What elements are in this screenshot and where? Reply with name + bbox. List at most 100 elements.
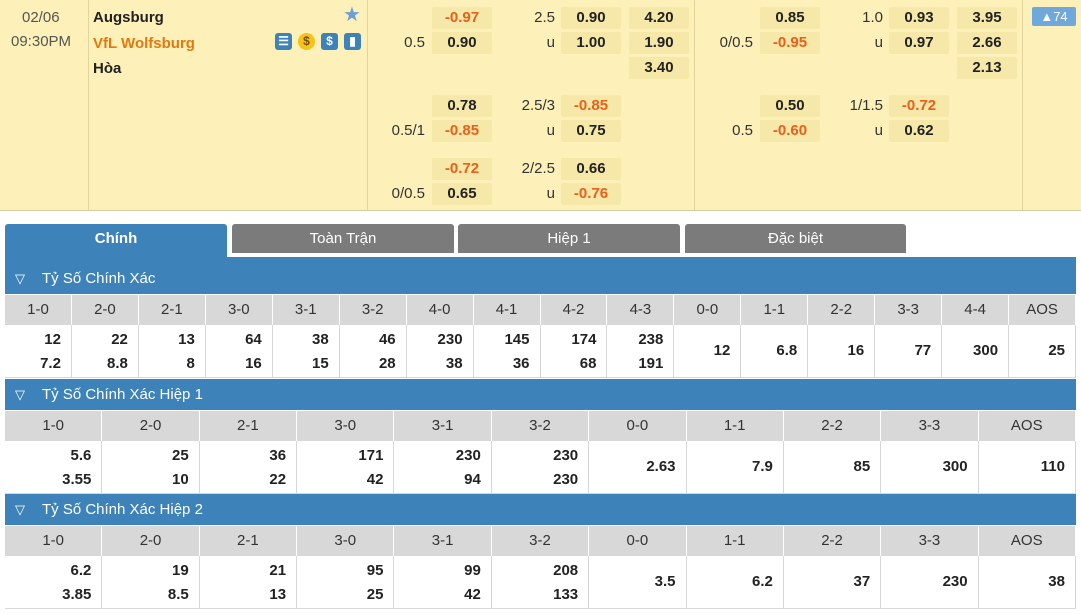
odds-value[interactable]: 230 [553, 471, 579, 488]
handicap-odds[interactable]: 0.50 [760, 95, 820, 117]
section-header[interactable]: ▽ Tỷ Số Chính Xác Hiệp 1 [5, 379, 1076, 410]
handicap-odds[interactable]: 0.78 [432, 95, 492, 117]
odds-value[interactable]: 37 [853, 573, 871, 590]
score-odds-cell[interactable]: 208 133 [492, 556, 590, 609]
odds-value[interactable]: 2.63 [646, 458, 676, 475]
score-odds-cell[interactable]: 64 16 [206, 325, 273, 378]
odds-value[interactable]: 300 [973, 342, 999, 359]
odds-value[interactable]: 19 [172, 562, 189, 579]
odds-value[interactable]: 171 [358, 447, 384, 464]
handicap-odds[interactable]: -0.60 [760, 120, 820, 142]
odds-value[interactable]: 110 [1040, 458, 1065, 475]
score-odds-cell[interactable]: 12 7.2 [5, 325, 72, 378]
handicap-odds[interactable]: 0.90 [432, 32, 492, 54]
score-odds-cell[interactable]: 230 94 [394, 441, 492, 494]
odds-value[interactable]: 25 [1048, 342, 1065, 359]
chevron-down-icon[interactable]: ▽ [15, 502, 25, 517]
handicap-odds[interactable]: 0.85 [760, 7, 820, 29]
score-odds-cell[interactable]: 300 [942, 325, 1010, 378]
tab-special[interactable]: Đặc biệt [685, 224, 906, 253]
score-odds-cell[interactable]: 85 [784, 441, 882, 494]
odds-value[interactable]: 25 [366, 586, 384, 603]
odds-value[interactable]: 6.2 [752, 573, 773, 590]
score-odds-cell[interactable]: 25 10 [102, 441, 200, 494]
dollar-icon[interactable]: $ [321, 33, 338, 50]
score-odds-cell[interactable]: 3.5 [589, 556, 687, 609]
score-odds-cell[interactable]: 13 8 [139, 325, 206, 378]
over-under-odds[interactable]: -0.85 [561, 95, 621, 117]
odds-value[interactable]: 25 [172, 447, 189, 464]
score-odds-cell[interactable]: 171 42 [297, 441, 395, 494]
odds-value[interactable]: 68 [579, 355, 597, 372]
odds-value[interactable]: 36 [512, 355, 530, 372]
score-odds-cell[interactable]: 38 [979, 556, 1076, 609]
away-team[interactable]: VfL Wolfsburg [93, 35, 195, 52]
odds-value[interactable]: 230 [942, 573, 968, 590]
odds-value[interactable]: 145 [504, 331, 530, 348]
odds-value[interactable]: 6.8 [776, 342, 798, 359]
1x2-odds[interactable]: 4.20 [629, 7, 689, 29]
odds-value[interactable]: 6.2 [70, 562, 92, 579]
odds-value[interactable]: 7.2 [40, 355, 61, 372]
tab-main[interactable]: Chính [5, 224, 227, 258]
odds-value[interactable]: 3.5 [654, 573, 676, 590]
odds-value[interactable]: 38 [445, 355, 463, 372]
handicap-odds[interactable]: 0.65 [432, 183, 492, 205]
score-odds-cell[interactable]: 46 28 [340, 325, 407, 378]
tab-full-match[interactable]: Toàn Trận [232, 224, 454, 253]
score-odds-cell[interactable]: 300 [881, 441, 979, 494]
score-odds-cell[interactable]: 12 [674, 325, 742, 378]
chevron-down-icon[interactable]: ▽ [15, 271, 25, 286]
score-odds-cell[interactable]: 36 22 [200, 441, 298, 494]
over-under-odds[interactable]: 0.66 [561, 158, 621, 180]
1x2-odds[interactable]: 3.40 [629, 57, 689, 79]
odds-value[interactable]: 230 [455, 447, 481, 464]
odds-value[interactable]: 208 [553, 562, 579, 579]
coin-icon[interactable]: $ [298, 33, 315, 50]
score-odds-cell[interactable]: 5.6 3.55 [5, 441, 103, 494]
score-odds-cell[interactable]: 77 [875, 325, 943, 378]
odds-value[interactable]: 7.9 [752, 458, 773, 475]
odds-value[interactable]: 13 [269, 586, 287, 603]
odds-value[interactable]: 8 [186, 355, 195, 372]
over-under-odds[interactable]: 0.93 [889, 7, 949, 29]
odds-value[interactable]: 300 [942, 458, 968, 475]
over-under-odds[interactable]: -0.72 [889, 95, 949, 117]
over-under-odds[interactable]: 0.62 [889, 120, 949, 142]
over-under-odds[interactable]: 0.75 [561, 120, 621, 142]
1x2-odds[interactable]: 2.13 [957, 57, 1017, 79]
chart-icon[interactable]: ▮ [344, 33, 361, 50]
handicap-odds[interactable]: -0.85 [432, 120, 492, 142]
odds-value[interactable]: 64 [245, 331, 262, 348]
odds-value[interactable]: 28 [378, 355, 396, 372]
odds-value[interactable]: 22 [269, 471, 287, 488]
odds-value[interactable]: 13 [178, 331, 195, 348]
chevron-down-icon[interactable]: ▽ [15, 387, 25, 402]
odds-value[interactable]: 8.8 [107, 355, 128, 372]
score-odds-cell[interactable]: 6.2 [687, 556, 784, 609]
over-under-odds[interactable]: 0.90 [561, 7, 621, 29]
odds-value[interactable]: 46 [378, 331, 396, 348]
score-odds-cell[interactable]: 110 [979, 441, 1076, 494]
odds-value[interactable]: 16 [245, 355, 262, 372]
odds-value[interactable]: 191 [638, 355, 664, 372]
score-odds-cell[interactable]: 2.63 [589, 441, 687, 494]
odds-value[interactable]: 3.85 [62, 586, 92, 603]
score-odds-cell[interactable]: 19 8.5 [102, 556, 200, 609]
handicap-odds[interactable]: -0.97 [432, 7, 492, 29]
odds-value[interactable]: 12 [713, 342, 731, 359]
odds-value[interactable]: 230 [437, 331, 463, 348]
odds-value[interactable]: 77 [914, 342, 932, 359]
1x2-odds[interactable]: 2.66 [957, 32, 1017, 54]
favorite-star-icon[interactable]: ★ [343, 4, 361, 26]
score-odds-cell[interactable]: 230 [881, 556, 979, 609]
score-odds-cell[interactable]: 230 38 [407, 325, 474, 378]
odds-value[interactable]: 12 [44, 331, 61, 348]
more-markets-button[interactable]: ▲74 [1032, 7, 1076, 26]
handicap-odds[interactable]: -0.95 [760, 32, 820, 54]
tab-first-half[interactable]: Hiệp 1 [458, 224, 680, 253]
odds-value[interactable]: 42 [464, 586, 481, 603]
score-odds-cell[interactable]: 230 230 [492, 441, 590, 494]
score-odds-cell[interactable]: 16 [808, 325, 876, 378]
odds-value[interactable]: 8.5 [167, 586, 189, 603]
